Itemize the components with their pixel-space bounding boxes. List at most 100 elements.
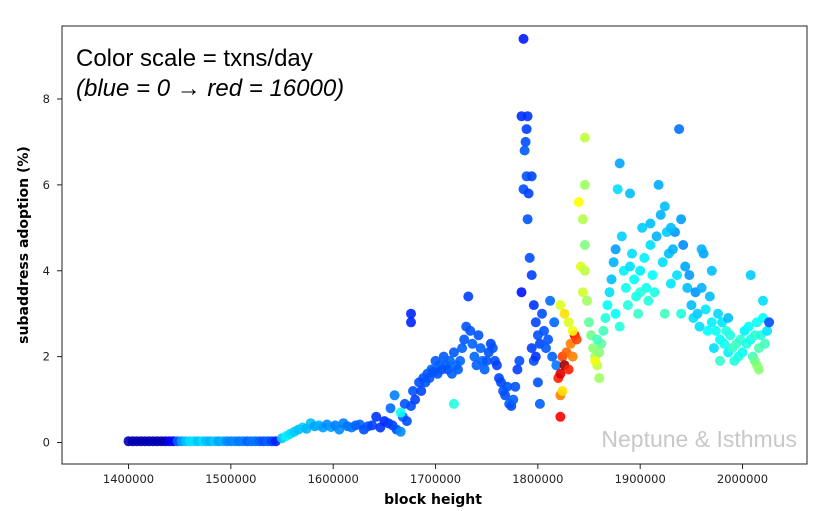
data-point: [534, 398, 545, 409]
data-point: [579, 132, 590, 143]
x-tick-label: 1600000: [308, 472, 359, 486]
data-point: [602, 300, 613, 311]
data-point: [541, 343, 551, 354]
data-point: [702, 325, 713, 336]
y-axis-label: subaddress adoption (%): [16, 146, 32, 344]
data-points: [123, 33, 775, 447]
data-point: [749, 355, 760, 366]
data-point: [479, 364, 490, 375]
data-point: [686, 300, 697, 311]
data-point: [516, 287, 527, 298]
data-point: [713, 308, 723, 319]
data-point: [559, 308, 570, 319]
data-point: [543, 334, 554, 345]
data-point: [625, 188, 635, 199]
x-axis-label: block height: [384, 492, 482, 508]
y-tick-label: 4: [43, 264, 50, 278]
data-point: [676, 214, 687, 225]
data-point: [684, 270, 695, 281]
data-point: [408, 386, 418, 396]
data-point: [385, 403, 396, 414]
data-point: [530, 351, 541, 362]
data-point: [643, 295, 654, 306]
data-point: [526, 171, 537, 182]
data-point: [647, 270, 658, 281]
data-point: [719, 338, 730, 349]
data-point: [395, 407, 406, 418]
x-tick-label: 1500000: [205, 472, 256, 486]
data-point: [665, 222, 676, 233]
data-point: [725, 330, 736, 341]
data-point: [612, 184, 623, 195]
data-point: [592, 334, 603, 345]
data-point: [579, 240, 590, 250]
data-point: [522, 111, 533, 122]
data-point: [522, 214, 533, 225]
data-point: [649, 287, 660, 298]
data-point: [524, 252, 535, 263]
data-point: [764, 317, 775, 328]
data-point: [696, 244, 707, 255]
data-point: [629, 274, 640, 285]
data-point: [475, 343, 486, 354]
data-point: [645, 240, 656, 250]
data-point: [453, 364, 463, 375]
data-point: [710, 325, 721, 336]
data-point: [459, 334, 470, 345]
data-point: [448, 347, 459, 358]
data-point: [659, 201, 670, 212]
data-point: [473, 330, 484, 341]
data-point: [514, 355, 525, 366]
data-point: [481, 355, 492, 366]
data-point: [700, 304, 711, 315]
data-point: [463, 291, 474, 302]
x-tick-label: 2000000: [717, 472, 768, 486]
data-point: [704, 291, 715, 302]
data-point: [555, 368, 566, 379]
data-point: [410, 394, 421, 405]
data-point: [678, 240, 689, 250]
data-point: [577, 287, 588, 298]
data-point: [737, 347, 748, 358]
data-point: [639, 252, 650, 263]
data-point: [682, 282, 693, 293]
data-point: [594, 347, 605, 358]
data-point: [523, 188, 534, 199]
data-point: [637, 222, 648, 233]
data-point: [696, 282, 707, 293]
data-point: [620, 282, 631, 293]
data-point: [622, 300, 633, 311]
data-point: [579, 265, 590, 276]
watermark: Neptune & Isthmus: [601, 426, 797, 452]
data-point: [706, 317, 717, 328]
data-point: [635, 287, 646, 298]
data-point: [604, 287, 615, 298]
data-point: [520, 136, 531, 147]
data-point: [590, 355, 601, 366]
data-point: [545, 295, 556, 306]
data-point: [584, 317, 594, 328]
data-point: [557, 386, 568, 396]
data-point: [645, 218, 656, 229]
data-point: [676, 308, 687, 319]
data-point: [555, 411, 566, 422]
data-point: [635, 265, 646, 276]
data-point: [487, 343, 498, 354]
data-point: [614, 158, 625, 169]
data-point: [633, 308, 644, 319]
y-tick-label: 8: [43, 92, 50, 106]
data-point: [667, 244, 678, 255]
data-point: [395, 426, 406, 437]
data-point: [528, 300, 539, 311]
data-point: [518, 33, 529, 44]
data-point: [465, 325, 476, 336]
data-point: [723, 313, 734, 323]
color-scale-range-annotation: (blue = 0 → red = 16000): [76, 75, 344, 102]
data-point: [610, 244, 621, 255]
data-point: [537, 308, 547, 319]
data-point: [406, 317, 416, 328]
data-point: [551, 360, 562, 371]
y-tick-label: 2: [43, 350, 50, 364]
data-point: [594, 373, 605, 384]
